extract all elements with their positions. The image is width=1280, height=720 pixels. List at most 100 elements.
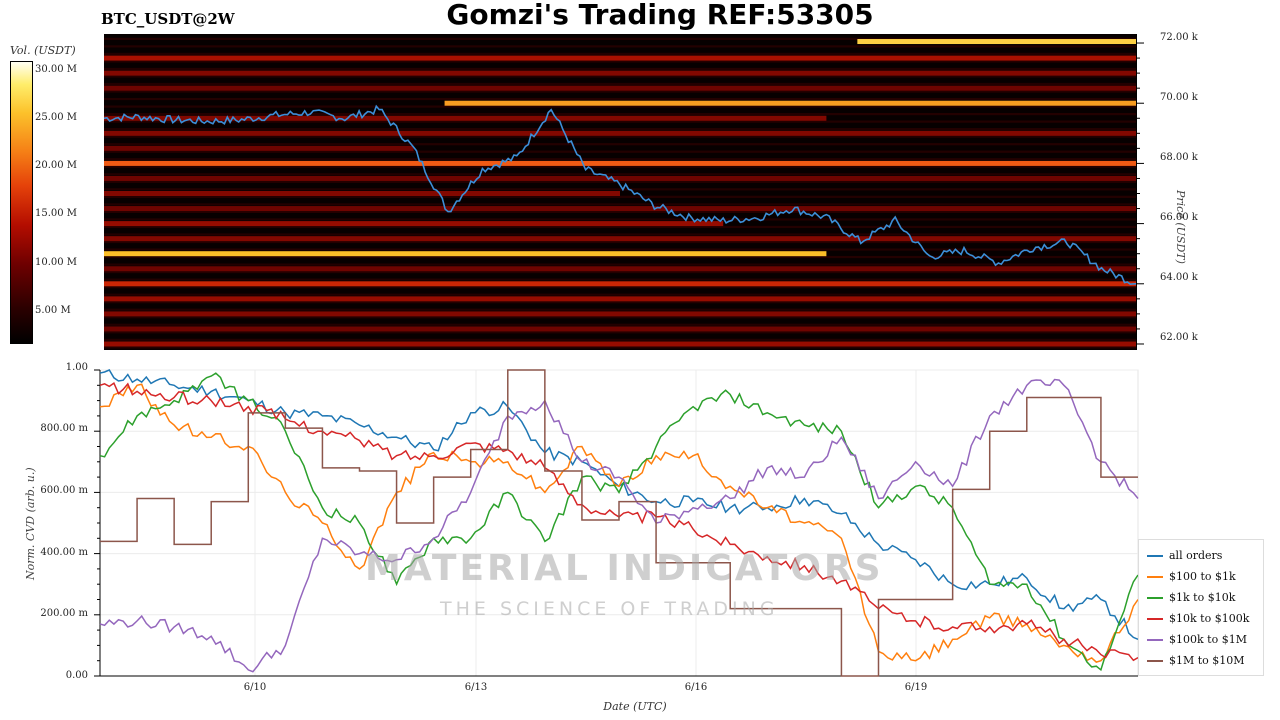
- colorbar-tick: 30.00 M: [35, 64, 78, 75]
- legend-item: $10k to $100k: [1147, 612, 1249, 625]
- heatmap-texture-row: [104, 346, 1136, 349]
- heatmap-texture-row: [104, 82, 1136, 86]
- colorbar-tick: 5.00 M: [35, 305, 71, 316]
- liquidity-band: [104, 341, 1136, 347]
- cvd-chart: [94, 369, 1139, 677]
- legend-swatch: [1147, 618, 1163, 620]
- legend-item: $100 to $1k: [1147, 570, 1236, 583]
- heatmap-texture-row: [104, 338, 1136, 341]
- legend-item: $1k to $10k: [1147, 591, 1235, 604]
- heatmap-texture-row: [104, 135, 1136, 138]
- liquidity-band: [104, 145, 414, 151]
- cvd-tick: 200.00 m: [40, 608, 88, 619]
- heatmap-texture-row: [104, 165, 1136, 168]
- heatmap-texture-row: [104, 248, 1136, 251]
- colorbar-title: Vol. (USDT): [10, 44, 76, 57]
- legend-label: all orders: [1169, 549, 1223, 562]
- heatmap-texture-row: [104, 255, 1136, 259]
- liquidity-band: [104, 311, 1136, 317]
- heatmap-texture-row: [104, 113, 1136, 116]
- heatmap-texture-row: [104, 128, 1136, 131]
- legend-label: $1M to $10M: [1169, 654, 1245, 667]
- heatmap-texture-row: [104, 90, 1136, 93]
- x-axis-label: Date (UTC): [603, 700, 667, 713]
- legend-item: all orders: [1147, 549, 1222, 562]
- price-axis: [1136, 34, 1144, 350]
- liquidity-band: [104, 281, 1136, 287]
- heatmap-texture-row: [104, 143, 1136, 146]
- legend-swatch: [1147, 597, 1163, 599]
- heatmap-texture-row: [104, 240, 1136, 244]
- chart-title: Gomzi's Trading REF:53305: [446, 0, 874, 31]
- heatmap-texture-row: [104, 271, 1136, 274]
- legend-label: $100 to $1k: [1169, 570, 1236, 583]
- liquidity-band: [104, 326, 1136, 332]
- liquidity-band: [104, 85, 1136, 91]
- legend-item: $100k to $1M: [1147, 633, 1247, 646]
- date-tick: 6/10: [243, 682, 267, 693]
- heatmap-texture-row: [104, 120, 1136, 123]
- heatmap-texture-row: [104, 37, 1136, 40]
- price-tick: 72.00 k: [1160, 32, 1198, 43]
- heatmap-texture-row: [104, 225, 1136, 229]
- liquidity-band: [104, 266, 1136, 272]
- price-tick: 66.00 k: [1160, 212, 1198, 223]
- colorbar-tick: 25.00 M: [35, 112, 78, 123]
- liquidity-band: [104, 191, 620, 197]
- pair-label: BTC_USDT@2W: [101, 10, 235, 28]
- cvd-series-line: [100, 369, 1138, 677]
- legend-swatch: [1147, 576, 1163, 578]
- cvd-series-line: [99, 383, 1139, 663]
- heatmap-texture-row: [104, 331, 1136, 334]
- liquidity-band: [104, 160, 1136, 166]
- liquidity-band: [104, 70, 1136, 76]
- cvd-tick: 400.00 m: [40, 547, 88, 558]
- liquidity-band: [104, 55, 1136, 61]
- colorbar-tick: 20.00 M: [35, 160, 78, 171]
- cvd-tick: 800.00 m: [40, 423, 88, 434]
- cvd-tick: 600.00 m: [40, 485, 88, 496]
- heatmap-texture-row: [104, 105, 1136, 108]
- liquidity-band: [104, 130, 1136, 136]
- heatmap-texture-row: [104, 323, 1136, 326]
- liquidity-band: [104, 236, 1136, 242]
- heatmap-svg: [104, 37, 1136, 349]
- price-tick: 62.00 k: [1160, 332, 1198, 343]
- heatmap-texture-row: [104, 173, 1136, 176]
- legend-item: $1M to $10M: [1147, 654, 1245, 667]
- heatmap-texture-row: [104, 150, 1136, 153]
- watermark-title: MATERIAL INDICATORS: [365, 548, 884, 589]
- heatmap-texture-row: [104, 67, 1136, 71]
- heatmap-texture-row: [104, 308, 1136, 311]
- legend-label: $1k to $10k: [1169, 591, 1236, 604]
- heatmap-texture-row: [104, 195, 1136, 198]
- heatmap-texture-row: [104, 203, 1136, 206]
- date-tick: 6/16: [684, 682, 708, 693]
- heatmap-texture-row: [104, 158, 1136, 161]
- heatmap-texture-row: [104, 60, 1136, 63]
- liquidity-band: [104, 221, 724, 227]
- heatmap-texture-row: [104, 263, 1136, 266]
- cvd-series-line: [99, 378, 1139, 673]
- heatmap-texture-row: [104, 218, 1136, 221]
- liquidity-band: [104, 251, 827, 257]
- cvd-axis-label: Norm. CVD (arb. u.): [24, 467, 37, 580]
- heatmap-texture-row: [104, 301, 1136, 304]
- heatmap-texture-row: [104, 97, 1136, 101]
- watermark-subtitle: THE SCIENCE OF TRADING: [440, 598, 779, 620]
- colorbar: [10, 61, 33, 344]
- liquidity-band: [104, 296, 1136, 302]
- cvd-series-line: [99, 372, 1139, 672]
- liquidity-band: [857, 39, 1136, 45]
- colorbar-tick: 15.00 M: [35, 208, 78, 219]
- legend-swatch: [1147, 639, 1163, 641]
- legend: all orders $100 to $1k $1k to $10k $10k …: [1138, 539, 1264, 676]
- heatmap-texture-row: [104, 210, 1136, 214]
- heatmap-texture-row: [104, 52, 1136, 56]
- legend-label: $100k to $1M: [1169, 633, 1247, 646]
- heatmap-texture-row: [104, 293, 1136, 296]
- heatmap-texture-row: [104, 188, 1136, 191]
- liquidity-band: [444, 100, 1136, 106]
- price-tick: 68.00 k: [1160, 152, 1198, 163]
- heatmap-texture-row: [104, 180, 1136, 183]
